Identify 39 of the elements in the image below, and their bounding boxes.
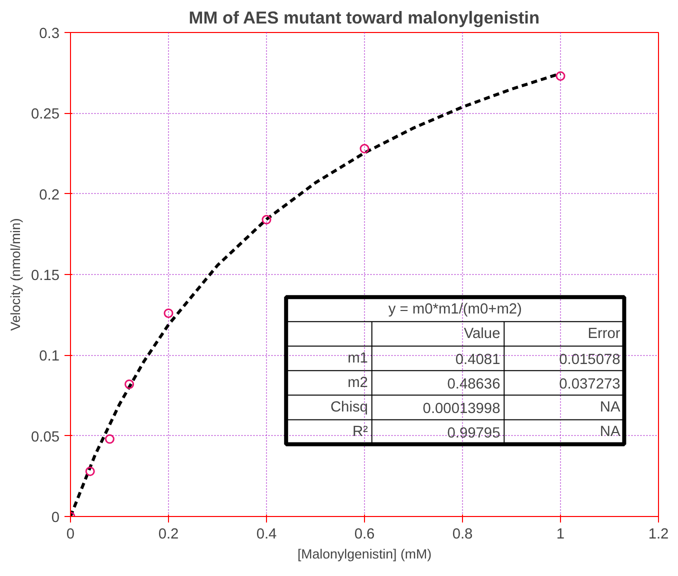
x-tick-label: 0.6 [354, 526, 375, 542]
annotation: 0.4081 [455, 352, 500, 368]
annotation: m2 [348, 374, 368, 391]
annotation: 0.037273 [559, 376, 620, 392]
x-axis-title: [Malonylgenistin] (mM) [297, 546, 432, 562]
point [124, 379, 134, 389]
y-tick-label: 0.1 [39, 348, 60, 365]
x-tick-label: 0.2 [158, 526, 179, 542]
annotation: 0.00013998 [422, 400, 500, 417]
annotation: R² [352, 424, 368, 440]
x-tick-label: 1.2 [648, 526, 669, 542]
annotation: Chisq [330, 399, 368, 416]
point [104, 434, 114, 444]
annotation: Error [588, 326, 620, 342]
y-tick-label: 0.3 [39, 26, 60, 42]
chart-title: MM of AES mutant toward malonylgenistin [188, 8, 540, 28]
y-tick-label: 0.05 [30, 429, 60, 446]
point [85, 466, 95, 476]
annotation: 0.015078 [559, 352, 620, 368]
point [360, 144, 370, 154]
y-tick-label: 0.15 [30, 268, 60, 284]
x-tick-label: 1 [556, 526, 565, 542]
annotation: 0.48636 [447, 376, 500, 392]
x-tick-label: 0 [66, 526, 75, 542]
x-tick-label: 0.8 [452, 526, 473, 542]
y-tick-label: 0 [51, 510, 60, 526]
y-tick-label: 0.25 [30, 106, 60, 123]
annotation: 0.99795 [447, 425, 500, 442]
y-tick-label: 0.2 [39, 187, 60, 204]
annotation: m1 [348, 350, 368, 366]
annotation: y = m0*m1/(m0+m2) [388, 301, 522, 318]
point [556, 71, 566, 81]
annotation: Value [464, 326, 500, 342]
annotation: NA [600, 424, 621, 440]
x-tick-label: 0.4 [256, 526, 277, 542]
point [262, 214, 272, 224]
annotation: NA [600, 399, 621, 416]
point [164, 308, 174, 318]
y-axis-title: Velocity (nmol/min) [8, 218, 23, 331]
